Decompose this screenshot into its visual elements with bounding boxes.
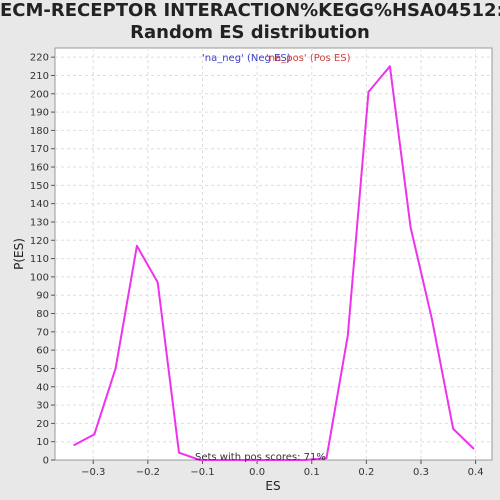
x-tick-label: −0.2 xyxy=(136,467,160,478)
y-tick-label: 40 xyxy=(36,382,49,393)
x-tick-label: 0.1 xyxy=(304,467,320,478)
y-tick-label: 50 xyxy=(36,364,49,375)
y-tick-label: 160 xyxy=(30,163,49,174)
annotation: Sets with pos scores: 71% xyxy=(195,452,326,463)
y-tick-label: 190 xyxy=(30,108,49,119)
y-axis-label: P(ES) xyxy=(12,238,26,270)
y-tick-label: 80 xyxy=(36,309,49,320)
legend-pos: 'na_pos' (Pos ES) xyxy=(266,53,351,64)
legend-neg: 'na_neg' (Neg ES) xyxy=(202,53,291,64)
y-tick-label: 220 xyxy=(30,53,49,64)
y-tick-label: 0 xyxy=(43,456,49,467)
y-tick-label: 110 xyxy=(30,254,49,265)
y-tick-label: 170 xyxy=(30,144,49,155)
plot-area xyxy=(54,47,493,461)
grid xyxy=(55,48,492,460)
y-tick-label: 150 xyxy=(30,181,49,192)
y-axis-ticks: 0 10 20 30 40 50 60 70 80 90 100 110 120 130 140 150 160… xyxy=(30,53,55,467)
chart-title-line2: Random ES distribution xyxy=(130,22,370,43)
x-tick-label: 0.3 xyxy=(413,467,429,478)
x-axis-ticks: −0.3 −0.2 −0.1 0.0 0.1 0.2 0.3 0.4 xyxy=(81,460,484,478)
chart-title-line1: ECM-RECEPTOR INTERACTION%KEGG%HSA04512: xyxy=(0,0,500,21)
y-tick-label: 140 xyxy=(30,199,49,210)
y-tick-label: 20 xyxy=(36,419,49,430)
x-tick-label: 0.0 xyxy=(249,467,265,478)
x-tick-label: −0.1 xyxy=(190,467,214,478)
y-tick-label: 210 xyxy=(30,71,49,82)
y-tick-label: 10 xyxy=(36,437,49,448)
y-tick-label: 130 xyxy=(30,217,49,228)
series-layer xyxy=(73,65,475,461)
series-line xyxy=(73,65,475,461)
x-axis-label: ES xyxy=(265,479,280,493)
chart-title: ECM-RECEPTOR INTERACTION%KEGG%HSA04512: … xyxy=(0,0,500,44)
y-tick-label: 120 xyxy=(30,236,49,247)
y-tick-label: 70 xyxy=(36,327,49,338)
y-tick-label: 200 xyxy=(30,89,49,100)
y-tick-label: 90 xyxy=(36,291,49,302)
y-tick-label: 60 xyxy=(36,346,49,357)
y-tick-label: 30 xyxy=(36,401,49,412)
y-tick-label: 100 xyxy=(30,272,49,283)
x-tick-label: 0.2 xyxy=(358,467,374,478)
x-tick-label: 0.4 xyxy=(468,467,484,478)
x-tick-label: −0.3 xyxy=(81,467,105,478)
y-tick-label: 180 xyxy=(30,126,49,137)
